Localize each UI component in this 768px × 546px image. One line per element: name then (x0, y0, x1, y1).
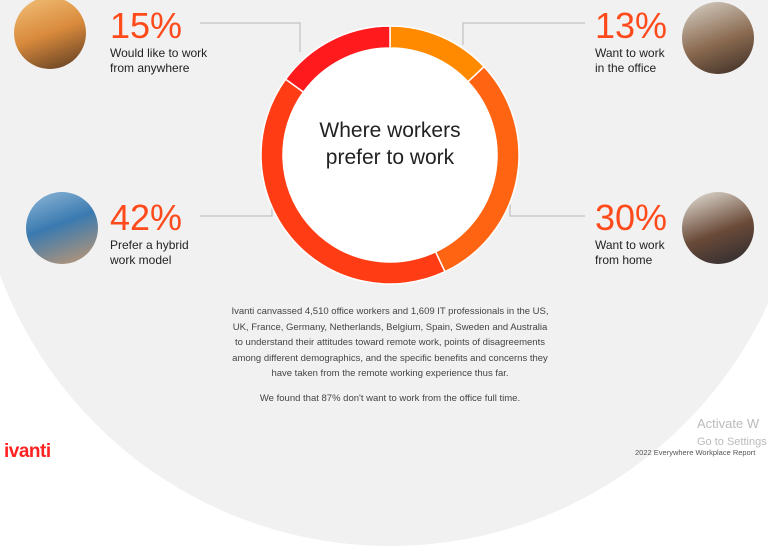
stat-percent: 42% (110, 197, 183, 238)
stat-label: Want to work from home (595, 238, 665, 267)
stat-hybrid: 42% Prefer a hybrid work model (110, 200, 189, 268)
donut-segment (284, 25, 391, 94)
stat-percent: 30% (595, 197, 668, 238)
donut-chart (200, 22, 585, 285)
report-name: 2022 Everywhere Workplace Report (635, 448, 756, 457)
stat-office: 13% Want to work in the office (595, 8, 667, 76)
description-paragraph: Ivanti canvassed 4,510 office workers an… (231, 306, 549, 379)
stat-label: Would like to work from anywhere (110, 46, 208, 75)
stat-home: 30% Want to work from home (595, 200, 667, 268)
donut-center (283, 48, 497, 262)
description-conclusion: We found that 87% don't want to work fro… (259, 392, 521, 404)
connector-15 (200, 22, 301, 52)
connector-42 (200, 168, 273, 217)
chart-title: Where workers prefer to work (319, 119, 461, 169)
photo-home-worker (682, 192, 754, 264)
stat-anywhere: 15% Would like to work from anywhere (110, 8, 207, 76)
connector-30 (509, 170, 585, 217)
photo-hybrid-worker (26, 192, 98, 264)
stat-percent: 15% (110, 5, 183, 46)
stat-percent: 13% (595, 5, 668, 46)
description: Ivanti canvassed 4,510 office workers an… (230, 304, 550, 406)
activation-watermark: Activate W Go to Settings (697, 416, 767, 448)
connector-13 (462, 22, 585, 45)
stat-label: Want to work in the office (595, 46, 665, 75)
ivanti-logo: ivanti (4, 441, 51, 462)
photo-beach-worker (14, 0, 86, 69)
stat-label: Prefer a hybrid work model (110, 238, 189, 267)
photo-office-worker (682, 2, 754, 74)
